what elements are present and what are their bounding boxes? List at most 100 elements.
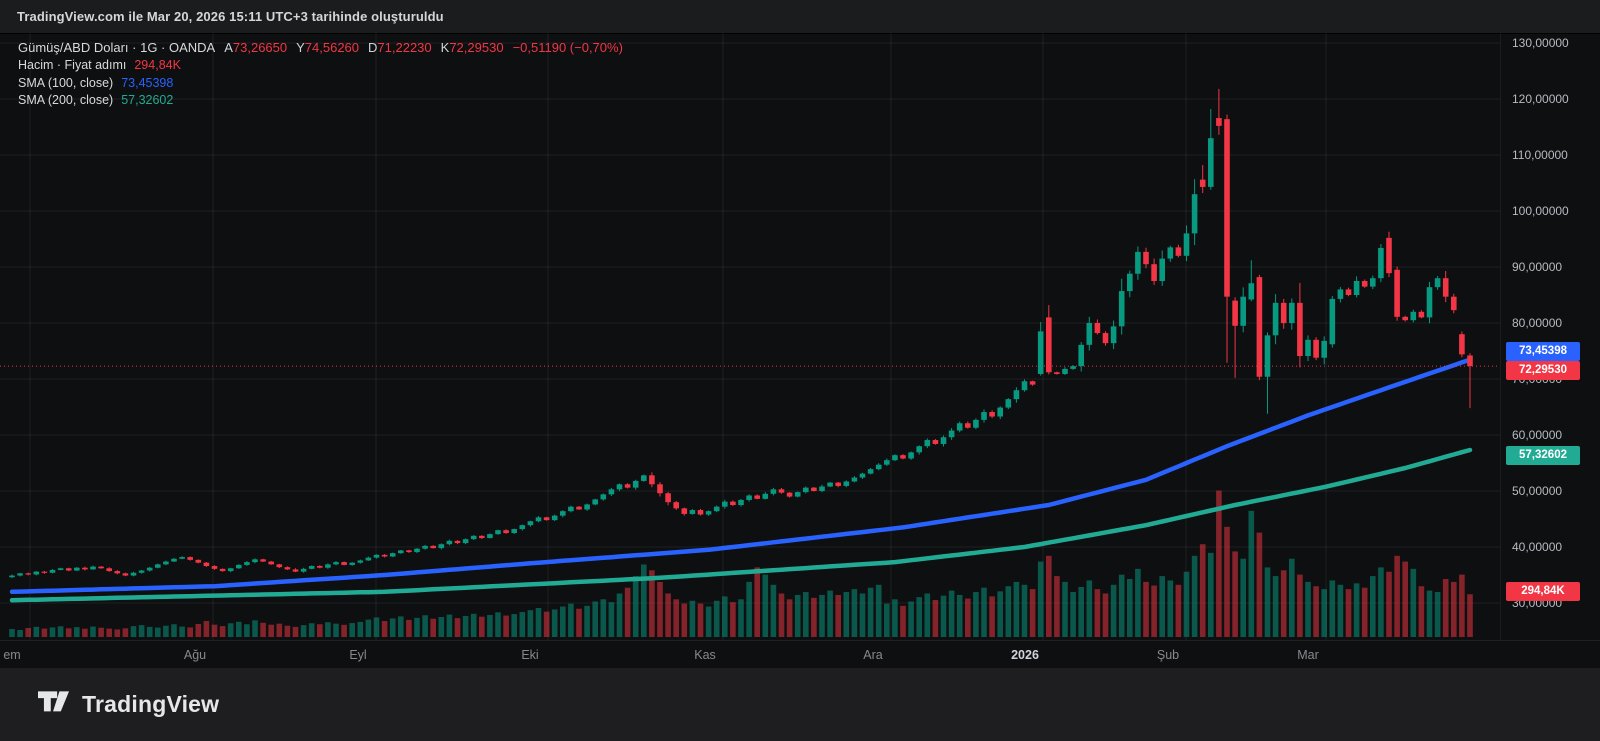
volume-bar: [722, 596, 728, 637]
candle-body: [82, 567, 88, 570]
legend-sma200-row[interactable]: SMA (200, close) 57,32602: [18, 92, 623, 110]
candle-body: [811, 487, 817, 491]
candle-body: [414, 548, 420, 553]
candle-body: [867, 469, 874, 474]
volume-bar: [738, 599, 744, 637]
volume-bar: [422, 615, 428, 637]
sma200-value-badge: 57,32602: [1506, 446, 1580, 465]
volume-bar: [163, 625, 169, 637]
time-axis-label-ağu: Ağu: [183, 648, 207, 662]
volume-bar: [1175, 584, 1182, 637]
candle-body: [398, 550, 404, 554]
candle-body: [1013, 390, 1020, 400]
volume-bar: [1078, 586, 1084, 637]
candle-body: [1313, 339, 1319, 358]
volume-bar: [1410, 568, 1417, 637]
volume-bar: [1054, 576, 1060, 637]
volume-bar: [1256, 532, 1263, 637]
candle-body: [1434, 278, 1441, 288]
volume-bar: [406, 619, 412, 637]
candle-body: [365, 557, 372, 561]
volume-bar: [576, 608, 582, 637]
candle-body: [211, 566, 218, 569]
volume-bar: [187, 627, 193, 637]
volume-bar: [924, 593, 931, 637]
volume-bar: [859, 593, 866, 637]
symbol-title[interactable]: Gümüş/ABD Doları · 1G · OANDA: [18, 40, 216, 56]
candle-body: [1191, 194, 1198, 234]
volume-bar: [657, 581, 663, 637]
volume-bar: [900, 605, 906, 637]
candle-body: [438, 544, 445, 549]
volume-bar: [155, 627, 161, 637]
tradingview-brand[interactable]: TradingView: [38, 690, 219, 719]
volume-bar: [535, 608, 542, 637]
volume-bar: [649, 570, 655, 637]
volume-bar: [203, 621, 210, 637]
candle-body: [584, 504, 590, 510]
candle-body: [1127, 273, 1133, 292]
legend-symbol-row[interactable]: Gümüş/ABD Doları · 1G · OANDA A73,26650 …: [18, 39, 623, 57]
candle-body: [730, 501, 736, 505]
volume-layer: [9, 490, 1473, 637]
candle-body: [146, 567, 153, 571]
candle-body: [1418, 311, 1425, 318]
volume-bar: [681, 603, 688, 637]
sma100-title[interactable]: SMA (100, close): [18, 75, 114, 90]
time-axis[interactable]: em Ağu Eyl Eki Kas Ara 2026 Şub Mar: [0, 640, 1600, 669]
candle-body: [57, 568, 64, 570]
candle-body: [908, 452, 914, 459]
candle-body: [106, 568, 112, 572]
volume-bar: [835, 594, 841, 637]
volume-bar: [543, 611, 550, 637]
volume-bar: [98, 627, 104, 637]
volume-bar: [1005, 586, 1012, 637]
sma200-title[interactable]: SMA (200, close): [18, 93, 114, 108]
volume-bar: [786, 599, 793, 637]
volume-bar: [470, 613, 477, 637]
price-chart-canvas[interactable]: [0, 33, 1600, 668]
volume-bar: [884, 603, 890, 637]
candle-body: [1305, 339, 1311, 357]
time-axis-label-eki: Eki: [521, 648, 539, 662]
volume-bar: [122, 628, 129, 637]
candle-body: [227, 568, 234, 572]
volume-bar: [519, 612, 526, 637]
volume-study-title[interactable]: Hacim · Fiyat adımı: [18, 58, 127, 73]
volume-bar: [300, 625, 307, 637]
volume-bar: [1143, 581, 1149, 637]
volume-bar: [997, 591, 1003, 637]
candle-body: [155, 564, 161, 568]
volume-bar: [1337, 584, 1344, 637]
candle-body: [1167, 247, 1174, 259]
candle-body: [252, 559, 258, 563]
candle-body: [479, 535, 485, 539]
sma200-value: 57,32602: [121, 93, 174, 108]
candle-body: [1426, 287, 1433, 318]
last-price-badge: 72,29530: [1506, 361, 1580, 380]
volume-bar: [25, 628, 31, 637]
volume-bar: [1289, 558, 1295, 637]
volume-bar: [171, 624, 177, 637]
volume-bar: [1434, 592, 1441, 637]
candle-body: [803, 487, 809, 493]
candle-body: [1175, 247, 1182, 256]
volume-bar: [373, 617, 380, 637]
volume-bar: [33, 626, 40, 637]
candle-body: [1224, 119, 1230, 297]
volume-bar: [74, 627, 80, 637]
volume-bar: [317, 624, 323, 637]
candle-body: [430, 545, 436, 549]
candle-body: [1345, 289, 1352, 295]
price-axis-separator: [1500, 33, 1501, 640]
volume-bar: [1127, 579, 1133, 637]
candle-body: [195, 559, 202, 563]
price-tick-label: 90,00000: [1512, 260, 1563, 274]
legend-volume-row[interactable]: Hacim · Fiyat adımı 294,84K: [18, 57, 623, 75]
candle-body: [940, 437, 947, 444]
sma100-line: [9, 357, 1473, 595]
volume-bar: [414, 617, 420, 637]
legend-sma100-row[interactable]: SMA (100, close) 73,45398: [18, 74, 623, 92]
volume-bar: [965, 598, 971, 637]
price-tick-label: 60,00000: [1512, 428, 1563, 442]
